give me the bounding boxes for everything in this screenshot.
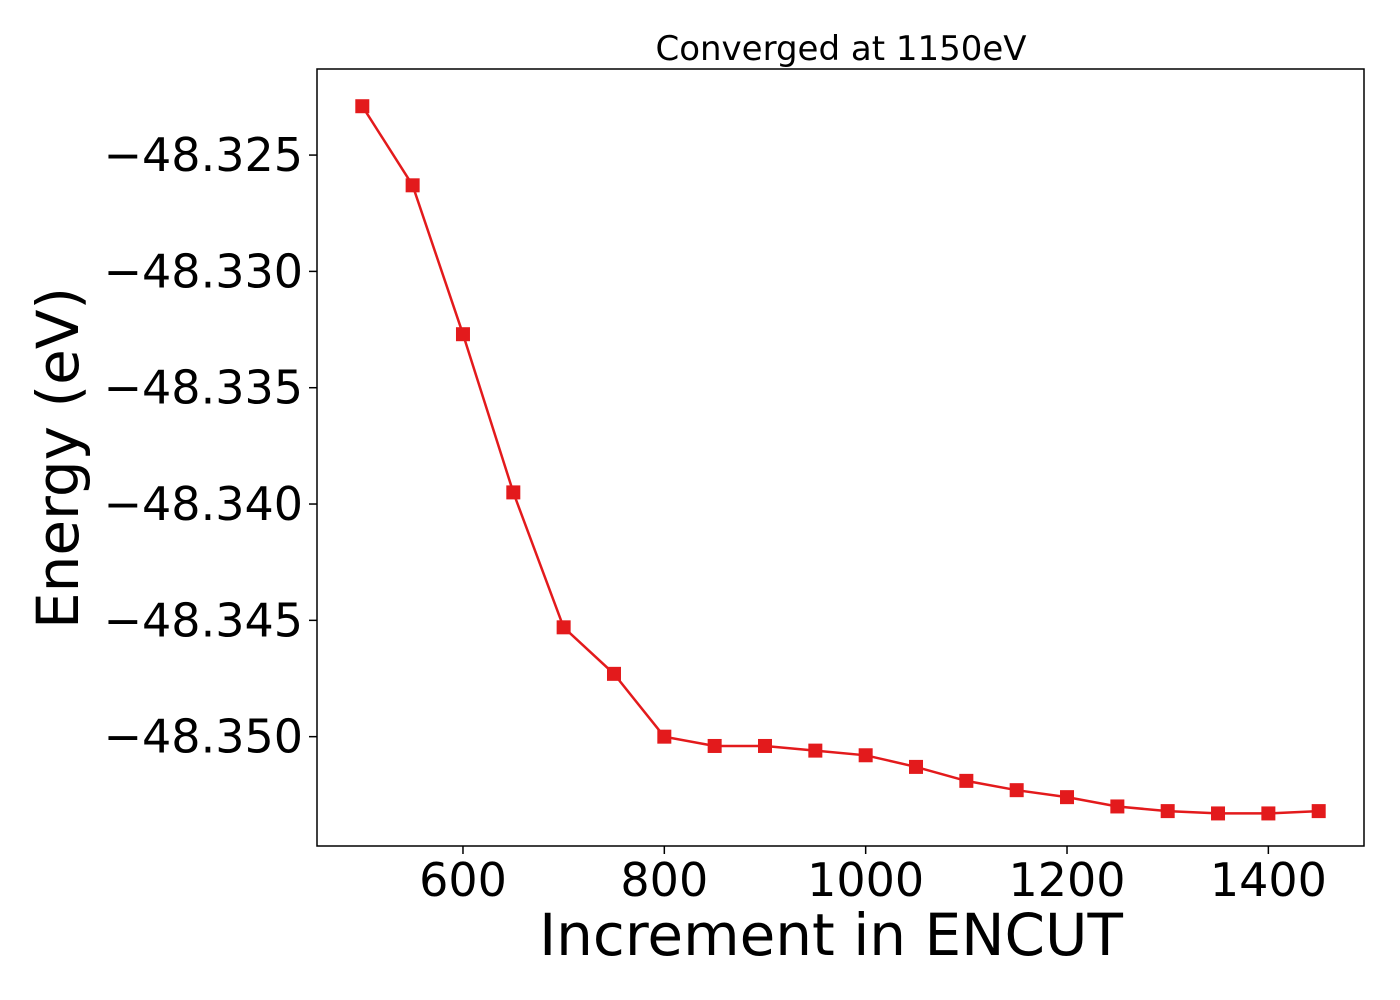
data-point	[405, 178, 420, 193]
series-line	[361, 105, 1319, 815]
y-tick-label: −48.335	[104, 361, 304, 415]
x-tick-label: 1000	[807, 853, 924, 907]
data-point	[959, 773, 974, 788]
y-tick-label: −48.330	[104, 244, 304, 298]
data-point	[757, 738, 772, 753]
x-tick-label: 1400	[1210, 853, 1327, 907]
data-point	[1160, 804, 1175, 819]
y-tick-label: −48.325	[104, 128, 304, 182]
data-point	[707, 738, 722, 753]
y-tick-label: −48.345	[104, 593, 304, 647]
x-tick-label: 800	[620, 853, 708, 907]
chart-title: Converged at 1150eV	[655, 29, 1026, 69]
data-point	[909, 759, 924, 774]
data-point	[355, 99, 370, 114]
data-point	[455, 327, 470, 342]
data-point	[506, 485, 521, 500]
data-point	[1110, 799, 1125, 814]
plot-area	[355, 99, 1326, 821]
data-point	[1009, 783, 1024, 798]
data-point	[1311, 804, 1326, 819]
y-axis: −48.325 −48.330 −48.335 −48.340 −48.345 −48.3…	[104, 128, 317, 764]
x-axis: 600 800 1000 1200 1400	[419, 846, 1327, 907]
y-axis-label: Energy (eV)	[24, 287, 92, 629]
x-tick-label: 1200	[1008, 853, 1125, 907]
data-point	[1261, 806, 1276, 821]
data-point	[606, 666, 621, 681]
y-tick-label: −48.350	[104, 710, 304, 764]
data-point	[858, 748, 873, 763]
plot-frame	[316, 68, 1365, 847]
data-point	[808, 743, 823, 758]
data-point	[657, 729, 672, 744]
data-point	[1060, 790, 1075, 805]
data-point	[556, 620, 571, 635]
x-axis-label: Increment in ENCUT	[539, 901, 1123, 969]
y-tick-label: −48.340	[104, 477, 304, 531]
data-point	[1211, 806, 1226, 821]
x-tick-label: 600	[419, 853, 507, 907]
